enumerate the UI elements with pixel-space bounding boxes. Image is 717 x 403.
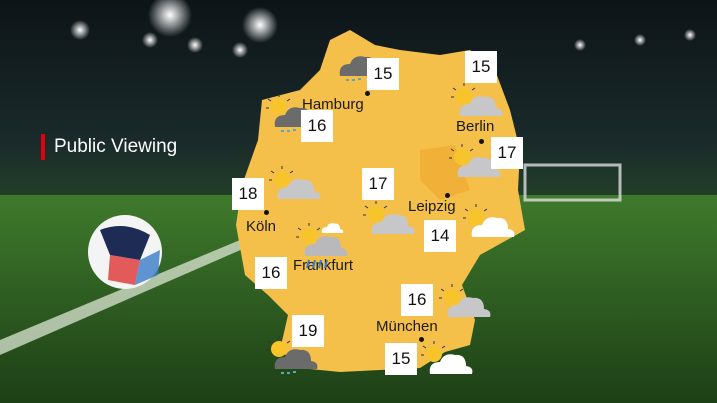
temp-box: 14: [424, 220, 456, 252]
partly-cloudy-icon: [268, 165, 324, 219]
partly-cloudy-icon: [438, 283, 494, 337]
temp-box: 15: [465, 51, 497, 83]
temp-box: 16: [255, 257, 287, 289]
temp-box: 16: [401, 284, 433, 316]
title: Public Viewing: [54, 136, 178, 157]
city-dot: [445, 193, 450, 198]
accent-bar: [41, 134, 45, 160]
temp-box: 16: [301, 110, 333, 142]
city-dot: [419, 337, 424, 342]
city-dot: [264, 210, 269, 215]
city-berlin: Berlin: [456, 118, 495, 135]
city-dot: [365, 91, 370, 96]
soccer-ball: [88, 215, 162, 289]
temp-box: 15: [367, 58, 399, 90]
temp-box: 15: [385, 343, 417, 375]
partly-cloudy-icon: [450, 82, 506, 136]
sun-white-cloud-icon: [420, 340, 476, 394]
city-hamburg: Hamburg: [302, 96, 364, 113]
partly-cloudy-icon: [362, 200, 418, 254]
thunderstorm-icon: [295, 222, 351, 276]
section-label: Public Viewing: [41, 134, 177, 160]
city-dot: [479, 139, 484, 144]
city-koeln: Köln: [246, 218, 277, 235]
sun-cloud-rain-icon: [265, 335, 321, 389]
city-muenchen: München: [376, 318, 438, 335]
temp-box: 18: [232, 178, 264, 210]
temp-box: 19: [292, 315, 324, 347]
sun-white-cloud-icon: [462, 203, 518, 257]
partly-cloudy-icon: [448, 143, 504, 197]
temp-box: 17: [362, 168, 394, 200]
city-leipzig: Leipzig: [408, 198, 456, 215]
temp-box: 17: [491, 137, 523, 169]
